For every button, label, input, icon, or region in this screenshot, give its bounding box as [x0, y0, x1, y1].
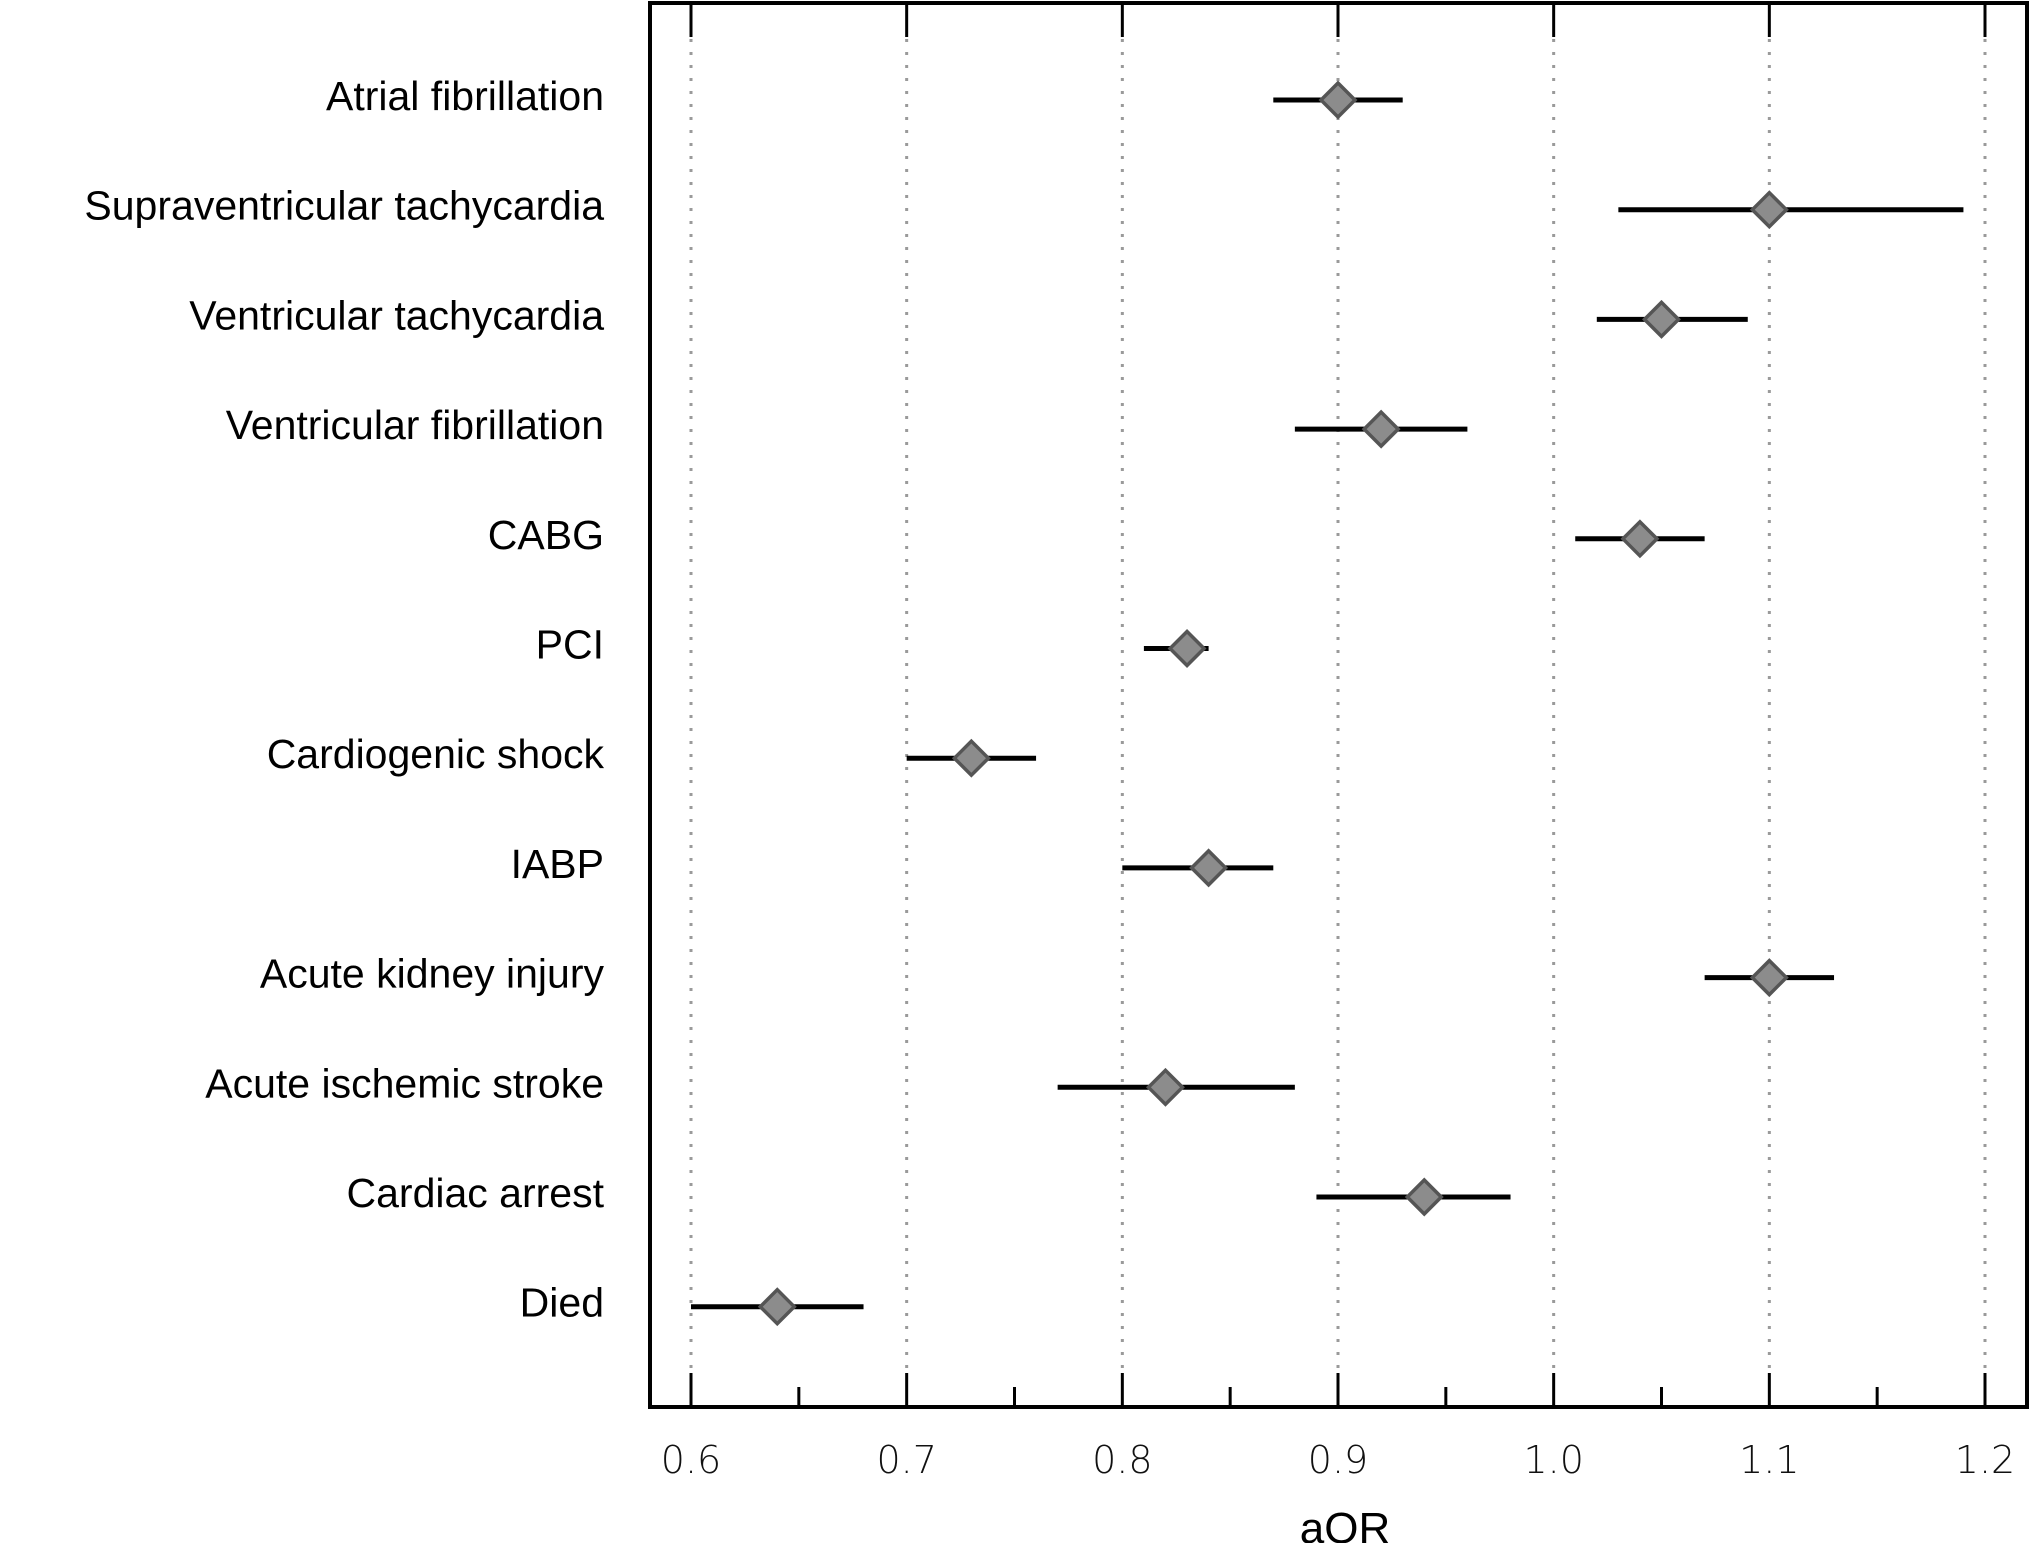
- x-tick-label: 0.6: [661, 1438, 721, 1482]
- aor-diamond-marker: [1318, 80, 1358, 120]
- aor-diamond-marker: [1167, 629, 1207, 668]
- aor-diamond-marker: [1145, 1067, 1185, 1107]
- x-tick-label: 0.8: [1092, 1438, 1152, 1482]
- aor-diamond-marker: [757, 1287, 797, 1327]
- axis-ticks: [689, 3, 1987, 1407]
- row-label: Ventricular fibrillation: [226, 402, 604, 448]
- row-label: Ventricular tachycardia: [189, 292, 604, 338]
- x-axis-title: aOR: [1300, 1504, 1390, 1543]
- aor-diamond-marker: [1189, 848, 1229, 888]
- plot-frame: [648, 1, 2029, 1409]
- gridlines: [689, 39, 1987, 1371]
- row-labels: Atrial fibrillation Supraventricular tach…: [84, 73, 604, 1326]
- x-tick-label: 1.1: [1739, 1438, 1799, 1482]
- row-label: Cardiac arrest: [347, 1170, 605, 1216]
- confidence-intervals: [691, 97, 1964, 1310]
- aor-diamond-marker: [1749, 958, 1789, 998]
- row-label: Acute kidney injury: [260, 951, 605, 997]
- aor-diamond-marker: [1642, 299, 1681, 339]
- aor-diamond-marker: [1404, 1177, 1444, 1217]
- row-label: PCI: [536, 622, 604, 668]
- row-label: IABP: [511, 841, 604, 887]
- aor-diamond-marker: [1620, 519, 1660, 559]
- row-label: Cardiogenic shock: [267, 731, 605, 777]
- x-tick-label: 1.0: [1523, 1438, 1583, 1482]
- x-tick-label: 0.7: [876, 1438, 936, 1482]
- row-label: Died: [520, 1280, 604, 1326]
- aor-diamond-marker: [1361, 409, 1401, 449]
- aor-diamond-marker: [951, 738, 991, 778]
- row-label: Acute ischemic stroke: [205, 1060, 604, 1106]
- x-tick-labels: 0.6 0.7 0.8 0.9 1.0 1.1 1.2: [661, 1438, 2015, 1482]
- x-tick-label: 1.2: [1955, 1438, 2015, 1482]
- x-tick-label: 0.9: [1308, 1438, 1368, 1482]
- point-estimates: [757, 80, 1789, 1327]
- row-label: CABG: [488, 512, 604, 558]
- aor-diamond-marker: [1749, 190, 1789, 230]
- row-label: Supraventricular tachycardia: [84, 183, 604, 229]
- row-label: Atrial fibrillation: [326, 73, 604, 119]
